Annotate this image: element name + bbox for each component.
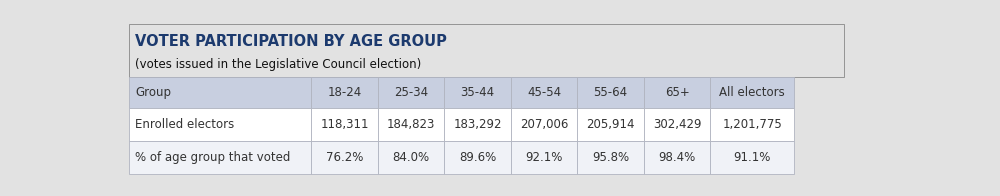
Bar — [444, 77, 511, 108]
Bar — [444, 108, 511, 141]
Text: 35-44: 35-44 — [461, 86, 495, 99]
Text: Enrolled electors: Enrolled electors — [135, 118, 234, 131]
Bar — [511, 108, 577, 141]
Bar — [644, 108, 710, 141]
Text: 302,429: 302,429 — [653, 118, 701, 131]
Bar — [710, 141, 794, 174]
Text: 18-24: 18-24 — [327, 86, 362, 99]
Text: 65+: 65+ — [665, 86, 690, 99]
Bar — [378, 108, 444, 141]
Text: 95.8%: 95.8% — [592, 151, 629, 164]
Text: (votes issued in the Legislative Council election): (votes issued in the Legislative Council… — [135, 58, 421, 71]
Text: VOTER PARTICIPATION BY AGE GROUP: VOTER PARTICIPATION BY AGE GROUP — [135, 34, 447, 49]
Text: All electors: All electors — [719, 86, 785, 99]
Bar — [129, 77, 311, 108]
Text: 118,311: 118,311 — [320, 118, 369, 131]
Bar — [710, 108, 794, 141]
Bar — [129, 108, 311, 141]
Text: 205,914: 205,914 — [586, 118, 635, 131]
Bar — [444, 141, 511, 174]
Bar — [378, 77, 444, 108]
Text: 92.1%: 92.1% — [525, 151, 563, 164]
Bar — [378, 141, 444, 174]
Bar — [129, 24, 844, 77]
Bar — [311, 108, 378, 141]
Text: 207,006: 207,006 — [520, 118, 568, 131]
Bar — [710, 77, 794, 108]
Text: 25-34: 25-34 — [394, 86, 428, 99]
Text: 84.0%: 84.0% — [393, 151, 430, 164]
Text: % of age group that voted: % of age group that voted — [135, 151, 290, 164]
Text: 91.1%: 91.1% — [734, 151, 771, 164]
Bar — [577, 108, 644, 141]
Bar — [644, 77, 710, 108]
Bar — [577, 141, 644, 174]
Bar — [644, 141, 710, 174]
Text: 76.2%: 76.2% — [326, 151, 363, 164]
Text: Group: Group — [135, 86, 171, 99]
Bar — [511, 77, 577, 108]
Text: 1,201,775: 1,201,775 — [722, 118, 782, 131]
Bar — [311, 141, 378, 174]
Text: 55-64: 55-64 — [594, 86, 628, 99]
Bar — [577, 77, 644, 108]
Bar — [129, 141, 311, 174]
Text: 184,823: 184,823 — [387, 118, 435, 131]
Text: 89.6%: 89.6% — [459, 151, 496, 164]
Text: 98.4%: 98.4% — [659, 151, 696, 164]
Bar — [311, 77, 378, 108]
Text: 45-54: 45-54 — [527, 86, 561, 99]
Bar — [511, 141, 577, 174]
Text: 183,292: 183,292 — [453, 118, 502, 131]
